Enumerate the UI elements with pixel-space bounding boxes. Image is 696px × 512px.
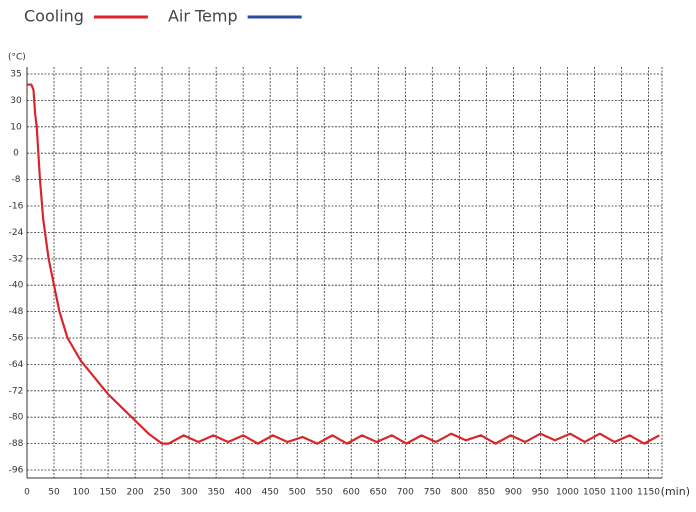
x-tick-label: 800 xyxy=(451,488,468,498)
x-tick-label: 1150 xyxy=(637,488,660,498)
x-tick-label: 200 xyxy=(126,488,143,498)
x-tick-label: 700 xyxy=(397,488,414,498)
y-tick-label: -8 xyxy=(12,175,21,185)
x-tick-label: 350 xyxy=(208,488,225,498)
x-tick-label: 450 xyxy=(262,488,279,498)
y-tick-label: -56 xyxy=(9,334,24,344)
x-tick-label: 600 xyxy=(343,488,360,498)
x-tick-label: 850 xyxy=(478,488,495,498)
y-tick-label: -24 xyxy=(9,228,24,238)
x-tick-label: 500 xyxy=(289,488,306,498)
x-tick-label: 1050 xyxy=(583,488,606,498)
x-tick-label: 0 xyxy=(24,488,30,498)
x-tick-label: 650 xyxy=(370,488,387,498)
x-tick-label: 900 xyxy=(505,488,522,498)
x-tick-label: 50 xyxy=(48,488,60,498)
y-tick-label: 30 xyxy=(10,96,22,106)
y-tick-label: 0 xyxy=(13,149,19,159)
x-tick-label: 1100 xyxy=(610,488,633,498)
x-tick-label: 1000 xyxy=(556,488,579,498)
legend-label: Air Temp xyxy=(168,7,238,26)
y-axis-label: (°C) xyxy=(8,53,26,63)
y-tick-label: -16 xyxy=(9,202,24,212)
x-tick-label: 100 xyxy=(72,488,89,498)
x-axis-label: (min) xyxy=(661,485,690,498)
y-tick-label: -88 xyxy=(9,439,24,449)
y-tick-label: 35 xyxy=(10,70,21,80)
data-line xyxy=(27,83,660,445)
x-tick-label: 150 xyxy=(99,488,116,498)
y-tick-label: -80 xyxy=(9,413,24,423)
y-tick-label: -48 xyxy=(9,307,24,317)
y-tick-label: -72 xyxy=(9,386,24,396)
y-tick-label: -96 xyxy=(9,466,24,476)
x-tick-label: 950 xyxy=(532,488,549,498)
y-tick-label: -64 xyxy=(9,360,24,370)
x-tick-label: 250 xyxy=(154,488,171,498)
y-tick-label: -32 xyxy=(9,254,24,264)
x-tick-label: 300 xyxy=(181,488,198,498)
y-tick-label: 10 xyxy=(10,122,22,132)
legend-label: Cooling xyxy=(24,7,84,26)
x-tick-label: 400 xyxy=(235,488,252,498)
x-tick-label: 550 xyxy=(316,488,333,498)
x-tick-label: 750 xyxy=(424,488,441,498)
y-tick-label: -40 xyxy=(9,281,24,291)
